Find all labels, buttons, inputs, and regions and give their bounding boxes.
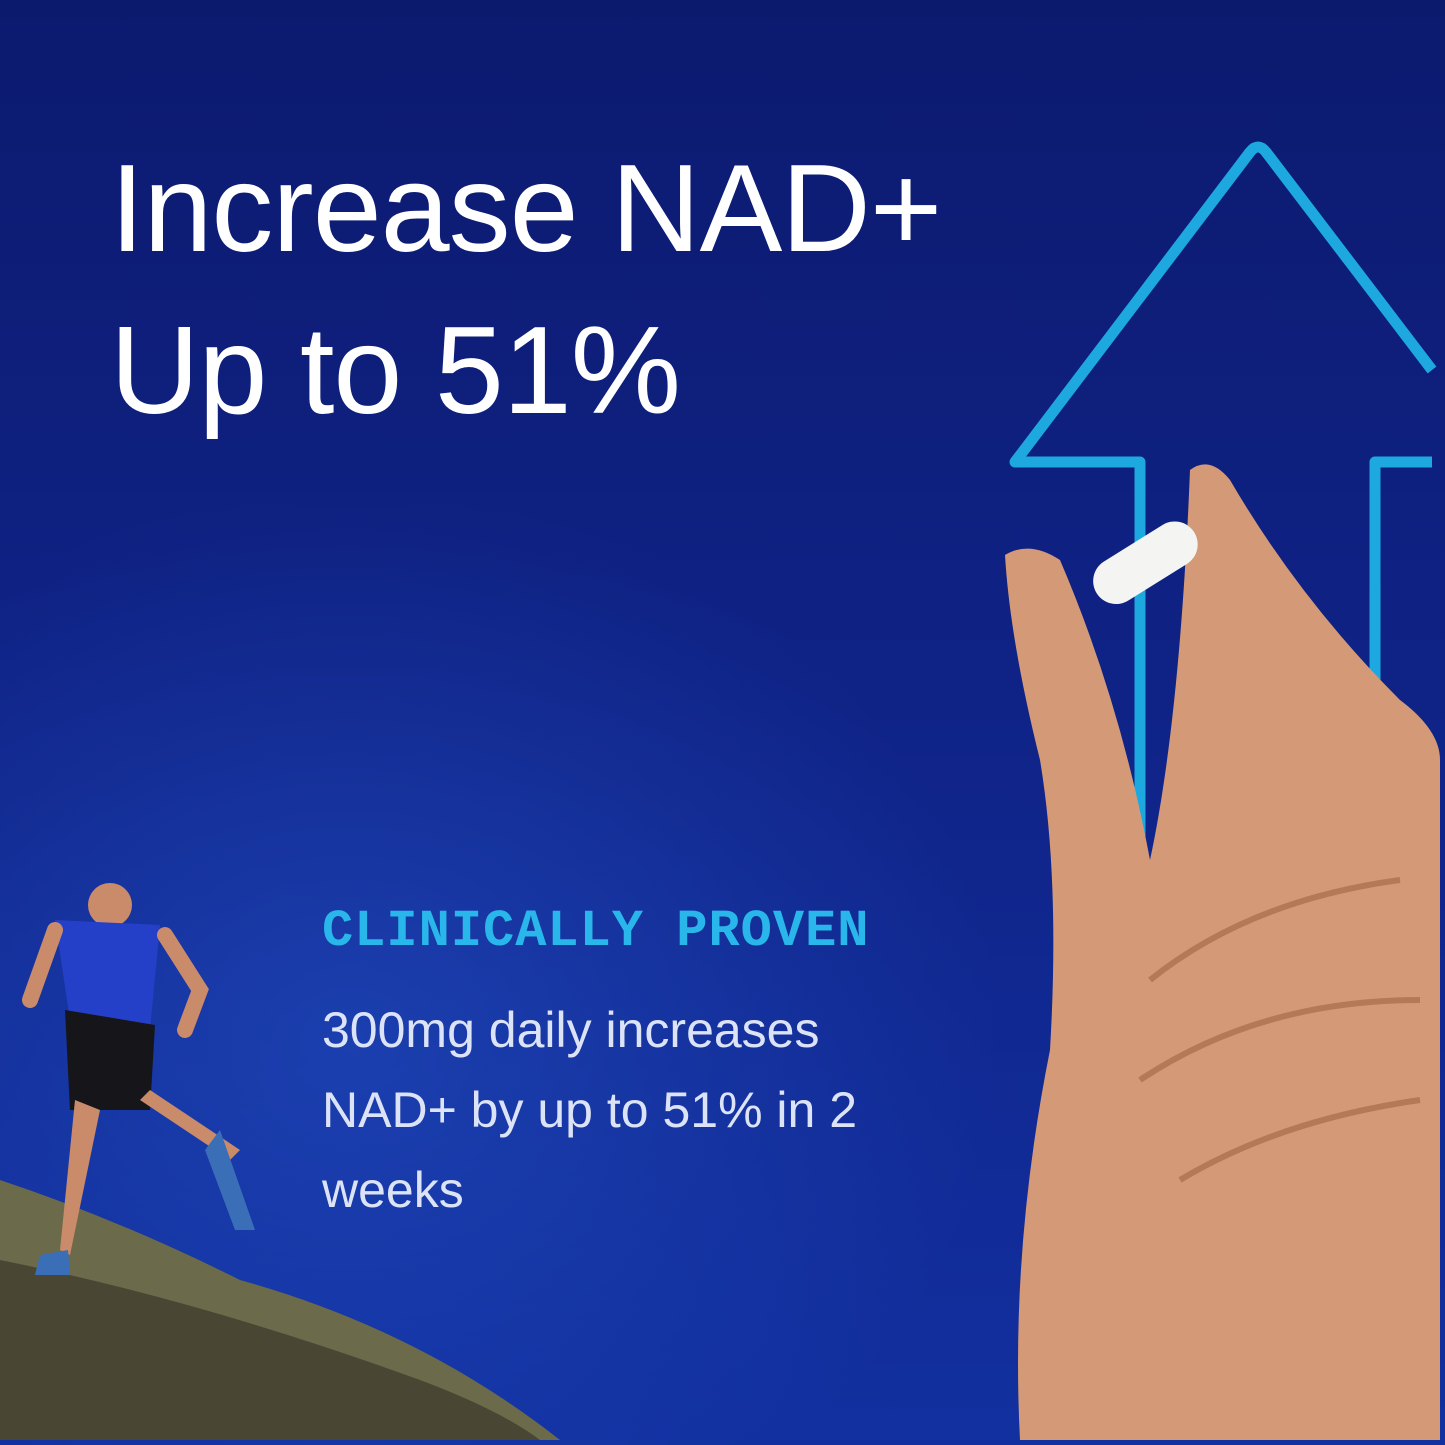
headline-line-1: Increase NAD+ <box>110 140 942 278</box>
claim-text: 300mg daily increases NAD+ by up to 51% … <box>322 1002 858 1218</box>
headline-line-2: Up to 51% <box>110 302 681 440</box>
headline: Increase NAD+ Up to 51% <box>110 128 1110 452</box>
hand-holding-capsule <box>1005 464 1440 1440</box>
clinically-proven-label: CLINICALLY PROVEN <box>322 902 870 961</box>
runner-on-hill <box>0 883 560 1440</box>
